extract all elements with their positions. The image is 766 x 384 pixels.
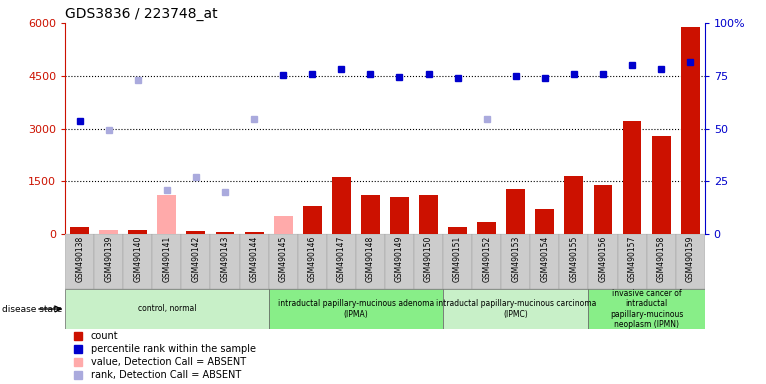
- Text: GSM490148: GSM490148: [366, 236, 375, 282]
- Bar: [477, 222, 496, 234]
- Bar: [65, 234, 94, 289]
- Bar: [129, 230, 147, 234]
- Bar: [623, 121, 641, 234]
- Bar: [443, 289, 588, 329]
- Bar: [240, 234, 269, 289]
- Bar: [617, 234, 647, 289]
- Text: GSM490138: GSM490138: [75, 236, 84, 282]
- Bar: [594, 185, 612, 234]
- Text: invasive cancer of
intraductal
papillary-mucinous
neoplasm (IPMN): invasive cancer of intraductal papillary…: [610, 289, 683, 329]
- Bar: [419, 195, 438, 234]
- Bar: [100, 230, 118, 234]
- Text: GSM490151: GSM490151: [453, 236, 462, 282]
- Bar: [506, 189, 525, 234]
- Text: GSM490146: GSM490146: [308, 236, 316, 282]
- Text: GSM490140: GSM490140: [133, 236, 142, 282]
- Bar: [65, 289, 269, 329]
- Bar: [327, 234, 356, 289]
- Text: control, normal: control, normal: [138, 305, 196, 313]
- Text: GDS3836 / 223748_at: GDS3836 / 223748_at: [65, 7, 218, 21]
- Bar: [472, 234, 501, 289]
- Bar: [269, 289, 443, 329]
- Bar: [390, 197, 409, 234]
- Bar: [443, 234, 472, 289]
- Bar: [361, 195, 380, 234]
- Bar: [70, 227, 89, 234]
- Bar: [448, 227, 467, 234]
- Text: GSM490153: GSM490153: [511, 236, 520, 282]
- Text: GSM490149: GSM490149: [395, 236, 404, 282]
- Text: GSM490144: GSM490144: [250, 236, 259, 282]
- Text: GSM490142: GSM490142: [192, 236, 201, 282]
- Text: count: count: [90, 331, 118, 341]
- Bar: [94, 234, 123, 289]
- Bar: [303, 206, 322, 234]
- Text: disease state: disease state: [2, 305, 63, 313]
- Text: GSM490156: GSM490156: [598, 236, 607, 282]
- Text: GSM490152: GSM490152: [482, 236, 491, 282]
- Bar: [385, 234, 414, 289]
- Text: GSM490139: GSM490139: [104, 236, 113, 282]
- Bar: [182, 234, 211, 289]
- Bar: [215, 232, 234, 234]
- Bar: [588, 289, 705, 329]
- Text: GSM490150: GSM490150: [424, 236, 433, 282]
- Bar: [676, 234, 705, 289]
- Bar: [211, 234, 240, 289]
- Bar: [158, 195, 176, 234]
- Text: value, Detection Call = ABSENT: value, Detection Call = ABSENT: [90, 357, 246, 367]
- Text: GSM490145: GSM490145: [279, 236, 288, 282]
- Text: GSM490143: GSM490143: [221, 236, 230, 282]
- Text: GSM490141: GSM490141: [162, 236, 172, 282]
- Bar: [414, 234, 443, 289]
- Bar: [565, 176, 584, 234]
- Bar: [530, 234, 559, 289]
- Bar: [681, 26, 699, 234]
- Bar: [588, 234, 617, 289]
- Text: GSM490159: GSM490159: [686, 236, 695, 282]
- Text: intraductal papillary-mucinous adenoma
(IPMA): intraductal papillary-mucinous adenoma (…: [278, 299, 434, 319]
- Bar: [123, 234, 152, 289]
- Bar: [269, 234, 298, 289]
- Bar: [559, 234, 588, 289]
- Bar: [647, 234, 676, 289]
- Bar: [652, 136, 670, 234]
- Text: GSM490155: GSM490155: [569, 236, 578, 282]
- Bar: [332, 177, 351, 234]
- Bar: [152, 234, 182, 289]
- Bar: [298, 234, 327, 289]
- Bar: [273, 217, 293, 234]
- Text: GSM490147: GSM490147: [337, 236, 345, 282]
- Text: rank, Detection Call = ABSENT: rank, Detection Call = ABSENT: [90, 370, 241, 380]
- Text: GSM490154: GSM490154: [540, 236, 549, 282]
- Bar: [186, 231, 205, 234]
- Text: intraductal papillary-mucinous carcinoma
(IPMC): intraductal papillary-mucinous carcinoma…: [436, 299, 596, 319]
- Text: GSM490157: GSM490157: [627, 236, 637, 282]
- Bar: [501, 234, 530, 289]
- Bar: [535, 209, 555, 234]
- Text: percentile rank within the sample: percentile rank within the sample: [90, 344, 256, 354]
- Bar: [356, 234, 385, 289]
- Text: GSM490158: GSM490158: [656, 236, 666, 282]
- Bar: [244, 232, 264, 234]
